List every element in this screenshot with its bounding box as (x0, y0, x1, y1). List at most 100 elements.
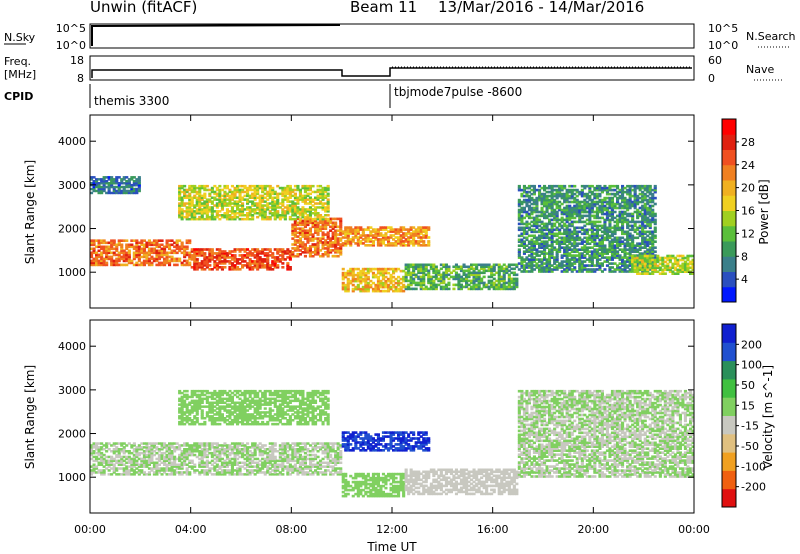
echo-cell (110, 473, 114, 476)
echo-cell (105, 461, 109, 464)
echo-cell (392, 271, 396, 275)
echo-cell (283, 198, 287, 201)
echo-cell (188, 217, 192, 221)
echo-cell (339, 217, 343, 221)
echo-cell (641, 222, 645, 226)
echo-cell (92, 239, 96, 242)
echo-cell (142, 463, 146, 466)
echo-cell (271, 188, 275, 192)
echo-cell (550, 240, 554, 243)
echo-cell (230, 202, 234, 205)
echo-cell (276, 196, 280, 199)
echo-cell (575, 260, 579, 263)
echo-cell (364, 236, 368, 239)
echo-cell (593, 216, 597, 220)
echo-cell (303, 215, 307, 219)
echo-cell (157, 459, 161, 463)
echo-cell (646, 250, 650, 253)
echo-cell (512, 273, 516, 277)
echo-cell (648, 268, 652, 271)
echo-cell (379, 279, 383, 283)
echo-cell (276, 214, 280, 217)
echo-cell (296, 196, 300, 199)
echo-cell (636, 186, 640, 190)
echo-cell (142, 465, 146, 468)
echo-cell (631, 264, 635, 268)
echo-cell (671, 270, 675, 273)
echo-cell (117, 241, 121, 245)
echo-cell (550, 188, 554, 192)
echo-cell (666, 268, 670, 272)
echo-cell (442, 263, 446, 267)
echo-cell (359, 281, 363, 285)
echo-cell (97, 450, 101, 453)
echo-cell (296, 253, 300, 256)
echo-cell (583, 206, 587, 210)
echo-cell (306, 231, 310, 234)
echo-cell (633, 190, 637, 194)
echo-cell (465, 269, 469, 273)
echo-cell (422, 234, 426, 237)
echo-cell (621, 248, 625, 251)
echo-cell (376, 267, 380, 271)
echo-cell (512, 271, 516, 275)
echo-cell (641, 240, 645, 243)
echo-cell (676, 258, 680, 262)
echo-cell (653, 186, 657, 190)
echo-cell (515, 283, 519, 287)
echo-cell (301, 208, 305, 211)
echo-cell (517, 210, 521, 214)
echo-cell (195, 268, 199, 271)
echo-cell (568, 214, 572, 218)
echo-cell (193, 266, 197, 269)
echo-cell (583, 230, 587, 234)
echo-cell (600, 238, 604, 242)
echo-cell (646, 216, 650, 220)
echo-cell (525, 248, 529, 251)
echo-cell (233, 212, 237, 215)
echo-cell (100, 263, 104, 267)
echo-cell (361, 273, 365, 277)
echo-cell (600, 250, 604, 253)
echo-cell (638, 244, 642, 247)
echo-cell (225, 198, 229, 201)
echo-cell (525, 264, 529, 267)
echo-cell (470, 281, 474, 285)
echo-cell (125, 251, 129, 255)
echo-cell (616, 190, 620, 194)
echo-cell (132, 450, 136, 453)
echo-cell (668, 260, 672, 264)
echo-cell (522, 242, 526, 245)
echo-cell (673, 258, 677, 262)
echo-cell (132, 459, 136, 463)
echo-cell (105, 182, 109, 185)
echo-cell (492, 287, 496, 291)
echo-cell (92, 444, 96, 447)
echo-cell (180, 208, 184, 211)
echo-cell (120, 189, 124, 193)
echo-cell (203, 206, 207, 209)
echo-cell (585, 192, 589, 196)
echo-cell (223, 186, 227, 190)
echo-cell (588, 250, 592, 253)
echo-cell (349, 230, 353, 233)
echo-cell (517, 202, 521, 206)
echo-cell (663, 268, 667, 272)
echo-cell (107, 185, 111, 189)
echo-cell (324, 186, 328, 190)
echo-cell (223, 260, 227, 263)
echo-cell (248, 252, 252, 255)
echo-cell (316, 237, 320, 240)
echo-cell (120, 444, 124, 447)
echo-cell (344, 228, 348, 231)
echo-cell (183, 210, 187, 213)
echo-cell (643, 226, 647, 230)
echo-cell (298, 245, 302, 248)
echo-cell (628, 270, 632, 273)
echo-cell (417, 275, 421, 279)
echo-cell (598, 224, 602, 228)
echo-cell (351, 267, 355, 271)
echo-cell (548, 232, 552, 236)
echo-cell (125, 185, 129, 189)
echo-cell (578, 220, 582, 224)
